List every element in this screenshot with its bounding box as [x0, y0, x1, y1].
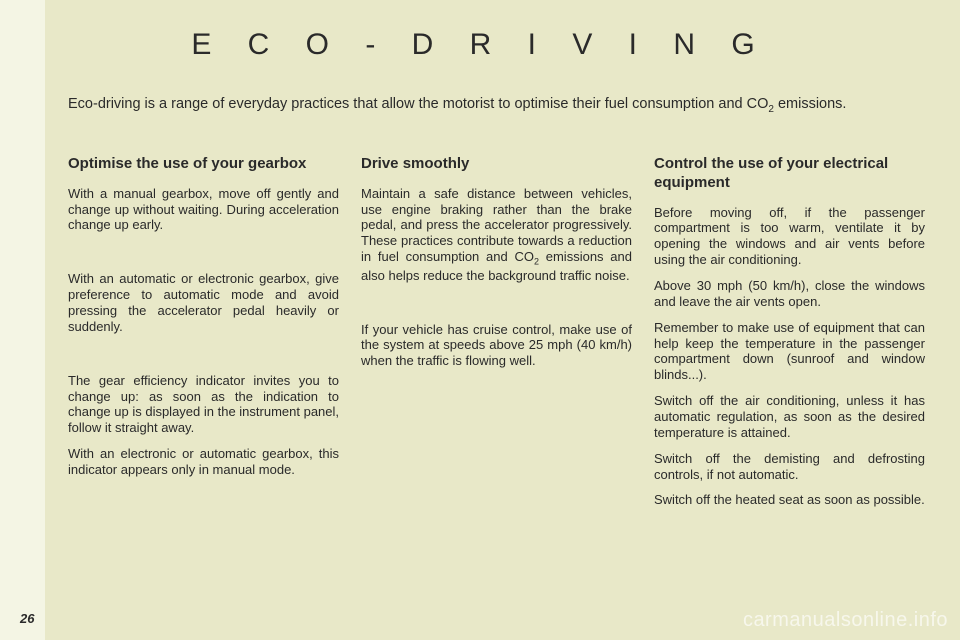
manual-page: E C O - D R I V I N G Eco-driving is a r… — [0, 0, 960, 640]
body-text: Above 30 mph (50 km/h), close the window… — [654, 278, 925, 310]
body-text: The gear efficiency indicator invites yo… — [68, 373, 339, 436]
watermark-text: carmanualsonline.info — [743, 609, 948, 632]
body-text: Before moving off, if the passenger comp… — [654, 205, 925, 268]
body-text: With a manual gearbox, move off gen­tly … — [68, 186, 339, 234]
content-columns: Optimise the use of your gearbox With a … — [68, 155, 925, 518]
body-text: Switch off the demisting and defrosting … — [654, 451, 925, 483]
intro-text: Eco-driving is a range of everyday pract… — [68, 95, 925, 116]
body-text: Maintain a safe distance between ve­hicl… — [361, 186, 632, 284]
body-text: If your vehicle has cruise control, make… — [361, 322, 632, 370]
body-text: Switch off the air conditioning, unless … — [654, 393, 925, 441]
page-title: E C O - D R I V I N G — [0, 28, 960, 62]
heading-electrical: Control the use of your electrical equip… — [654, 155, 925, 193]
column-electrical: Control the use of your electrical equip… — [654, 155, 925, 518]
left-margin-strip — [0, 0, 45, 640]
heading-drive-smoothly: Drive smoothly — [361, 155, 632, 174]
page-number: 26 — [20, 611, 34, 626]
body-text: With an automatic or electronic gear­box… — [68, 271, 339, 334]
heading-gearbox: Optimise the use of your gearbox — [68, 155, 339, 174]
column-gearbox: Optimise the use of your gearbox With a … — [68, 155, 339, 518]
body-text: With an electronic or automatic gear­box… — [68, 446, 339, 478]
body-text: Switch off the heated seat as soon as po… — [654, 492, 925, 508]
column-drive-smoothly: Drive smoothly Maintain a safe distance … — [361, 155, 632, 518]
body-text: Remember to make use of equipment that c… — [654, 320, 925, 383]
